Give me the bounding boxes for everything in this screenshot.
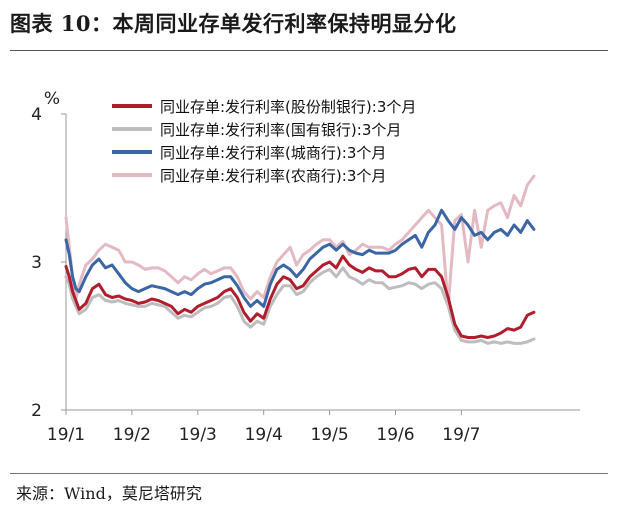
series-line-0 bbox=[64, 254, 536, 339]
series-line-3 bbox=[64, 174, 536, 308]
legend-label-3: 同业存单:发行利率(农商行):3个月 bbox=[160, 167, 386, 185]
y-axis-unit: % bbox=[44, 89, 60, 109]
series-line-2 bbox=[64, 208, 536, 308]
legend: 同业存单:发行利率(股份制银行):3个月同业存单:发行利率(国有银行):3个月同… bbox=[112, 98, 416, 185]
y-tick-label: 3 bbox=[31, 253, 42, 273]
x-tick-label: 19/7 bbox=[442, 425, 480, 445]
legend-label-2: 同业存单:发行利率(城商行):3个月 bbox=[160, 144, 386, 162]
axes-group: 2 3 4% 19/1 19/2 19/3 19/4 19/5 19/6 19/7 bbox=[31, 89, 580, 445]
y-tick-label: 4 bbox=[31, 105, 42, 125]
series-line-1 bbox=[64, 266, 536, 345]
x-tick-label: 19/1 bbox=[47, 425, 85, 445]
source-note: 来源：Wind，莫尼塔研究 bbox=[16, 484, 202, 503]
legend-label-0: 同业存单:发行利率(股份制银行):3个月 bbox=[160, 98, 416, 116]
y-tick-label: 2 bbox=[31, 401, 42, 421]
legend-label-1: 同业存单:发行利率(国有银行):3个月 bbox=[160, 121, 401, 139]
series-layer bbox=[64, 174, 536, 345]
x-tick-label: 19/6 bbox=[376, 425, 414, 445]
x-tick-label: 19/2 bbox=[113, 425, 151, 445]
x-tick-label: 19/5 bbox=[310, 425, 348, 445]
figure-title: 图表 10：本周同业存单发行利率保持明显分化 bbox=[10, 11, 457, 36]
x-tick-label: 19/3 bbox=[179, 425, 217, 445]
source-divider bbox=[10, 473, 608, 474]
x-tick-label: 19/4 bbox=[245, 425, 283, 445]
title-divider bbox=[10, 50, 608, 51]
